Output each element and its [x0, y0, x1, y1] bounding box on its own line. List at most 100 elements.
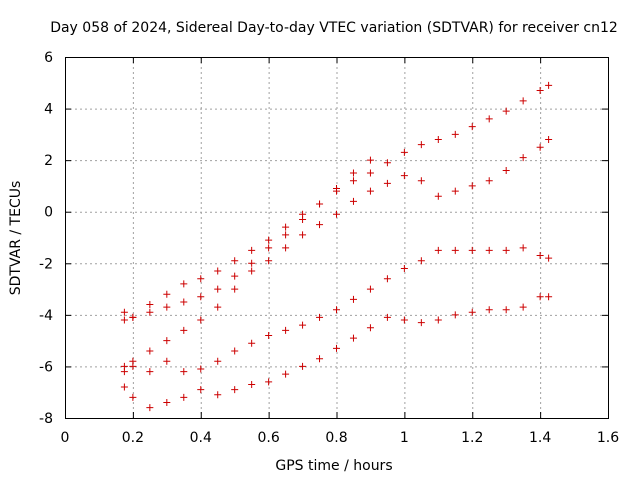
data-point: [197, 275, 205, 283]
data-point: [163, 357, 171, 365]
data-point: [120, 383, 128, 391]
data-point: [502, 107, 510, 115]
data-point: [146, 368, 154, 376]
data-point: [163, 303, 171, 311]
data-point: [349, 169, 357, 177]
data-point: [163, 290, 171, 298]
data-point: [417, 319, 425, 327]
x-tick-label: 1.2: [461, 430, 483, 446]
y-tick-label: 6: [44, 50, 53, 66]
data-point: [536, 252, 544, 260]
tick-labels: 0 0.2 0.4 0.6 0.8 1 1.2 1.4 1.6 -8 -6 -4 -2 0 2 4 6: [39, 50, 619, 446]
x-tick-label: 0.4: [190, 430, 212, 446]
chart-title: Day 058 of 2024, Sidereal Day-to-day VTE…: [50, 20, 618, 36]
data-point: [265, 257, 273, 265]
data-point: [366, 324, 374, 332]
data-point: [316, 200, 324, 208]
x-tick-label: 1.4: [529, 430, 551, 446]
data-point: [146, 404, 154, 412]
data-point: [536, 87, 544, 95]
data-point: [231, 285, 239, 293]
data-point: [383, 179, 391, 187]
data-point: [417, 257, 425, 265]
y-tick-label: 0: [44, 205, 53, 221]
data-point: [485, 306, 493, 314]
x-tick-label: 0.6: [257, 430, 279, 446]
data-point: [545, 136, 553, 144]
data-point: [451, 130, 459, 138]
data-point: [383, 313, 391, 321]
data-point: [400, 148, 408, 156]
data-point: [180, 326, 188, 334]
data-point: [231, 386, 239, 394]
data-point: [468, 123, 476, 131]
data-point: [366, 169, 374, 177]
series-5: [120, 293, 553, 412]
data-point: [519, 154, 527, 162]
data-point: [316, 221, 324, 229]
data-point: [383, 275, 391, 283]
data-point: [468, 182, 476, 190]
data-point: [519, 303, 527, 311]
data-point: [299, 362, 307, 370]
x-tick-label: 0.2: [122, 430, 144, 446]
data-point: [282, 326, 290, 334]
data-point: [545, 254, 553, 262]
data-point: [366, 285, 374, 293]
data-point: [299, 321, 307, 329]
x-axis-label: GPS time / hours: [275, 458, 392, 474]
data-point: [282, 244, 290, 252]
axis-ticks: [65, 57, 609, 419]
data-point: [468, 308, 476, 316]
data-point: [485, 177, 493, 185]
y-tick-label: -4: [39, 308, 53, 324]
data-point: [434, 192, 442, 200]
data-point: [519, 97, 527, 105]
data-point: [129, 393, 137, 401]
x-tick-label: 1: [400, 430, 409, 446]
data-point: [485, 246, 493, 254]
data-point: [180, 368, 188, 376]
series-3: [120, 136, 553, 376]
x-tick-label: 0: [61, 430, 70, 446]
data-point: [485, 115, 493, 123]
data-point: [400, 264, 408, 272]
data-point: [146, 347, 154, 355]
data-point: [248, 259, 256, 267]
data-point: [316, 355, 324, 363]
y-tick-label: -6: [39, 359, 53, 375]
data-point: [214, 391, 222, 399]
data-point: [502, 246, 510, 254]
data-point: [417, 177, 425, 185]
data-point: [349, 197, 357, 205]
y-tick-label: -2: [39, 256, 53, 272]
data-point: [180, 298, 188, 306]
data-point: [146, 301, 154, 309]
data-point: [248, 246, 256, 254]
data-point: [434, 316, 442, 324]
data-point: [316, 313, 324, 321]
data-point: [366, 156, 374, 164]
data-point: [214, 267, 222, 275]
y-tick-label: -8: [39, 411, 53, 427]
data-point: [333, 210, 340, 218]
data-point: [536, 293, 544, 301]
data-point: [434, 136, 442, 144]
data-point: [231, 347, 239, 355]
data-point: [231, 257, 239, 265]
data-point: [383, 159, 391, 167]
data-point: [282, 370, 290, 378]
data-point: [333, 185, 340, 193]
data-point: [502, 306, 510, 314]
y-tick-label: 2: [44, 153, 53, 169]
data-point: [120, 362, 128, 370]
data-point: [299, 215, 307, 223]
data-point: [197, 386, 205, 394]
data-point: [129, 362, 137, 370]
y-tick-label: 4: [44, 102, 53, 118]
data-point: [434, 246, 442, 254]
data-point: [282, 231, 290, 239]
data-point: [400, 316, 408, 324]
data-point: [129, 313, 137, 321]
